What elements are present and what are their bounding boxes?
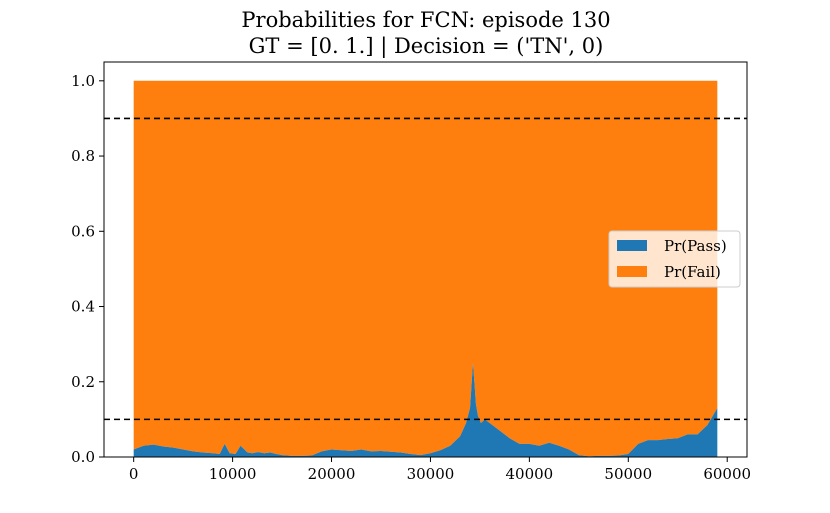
x-tick-label: 20000 [308, 465, 356, 483]
y-tick-label: 0.0 [71, 448, 95, 466]
chart-subtitle: GT = [0. 1.] | Decision = ('TN', 0) [248, 34, 604, 58]
chart-title: Probabilities for FCN: episode 130 [241, 8, 611, 32]
y-tick-label: 0.4 [71, 298, 95, 316]
x-tick-label: 0 [129, 465, 139, 483]
legend-label-1: Pr(Fail) [664, 263, 721, 281]
y-tick-label: 0.6 [71, 222, 95, 240]
legend-label-0: Pr(Pass) [664, 237, 727, 255]
x-tick-label: 10000 [209, 465, 257, 483]
legend-swatch-0 [617, 240, 647, 251]
legend-swatch-1 [617, 266, 647, 277]
x-tick-label: 30000 [407, 465, 455, 483]
y-tick-label: 0.8 [71, 147, 95, 165]
x-tick-label: 50000 [604, 465, 652, 483]
x-tick-label: 60000 [703, 465, 751, 483]
series-area-pr-fail [133, 80, 718, 457]
plot-frame [103, 61, 748, 458]
x-tick-label: 40000 [506, 465, 554, 483]
y-tick-label: 1.0 [71, 72, 95, 90]
series-area-pr-pass [133, 362, 718, 457]
y-tick-label: 0.2 [71, 373, 95, 391]
